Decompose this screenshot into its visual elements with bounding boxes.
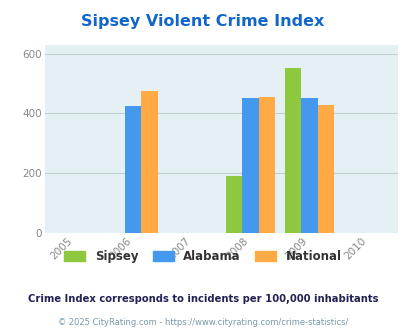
Text: © 2025 CityRating.com - https://www.cityrating.com/crime-statistics/: © 2025 CityRating.com - https://www.city…	[58, 318, 347, 327]
Bar	[141, 91, 157, 233]
Bar	[124, 106, 141, 233]
Bar	[284, 68, 301, 233]
Text: Sipsey Violent Crime Index: Sipsey Violent Crime Index	[81, 14, 324, 29]
Bar	[242, 98, 258, 233]
Bar	[301, 98, 317, 233]
Bar	[226, 176, 242, 233]
Text: Crime Index corresponds to incidents per 100,000 inhabitants: Crime Index corresponds to incidents per…	[28, 294, 377, 304]
Legend: Sipsey, Alabama, National: Sipsey, Alabama, National	[64, 250, 341, 263]
Bar	[317, 105, 333, 233]
Bar	[258, 97, 275, 233]
